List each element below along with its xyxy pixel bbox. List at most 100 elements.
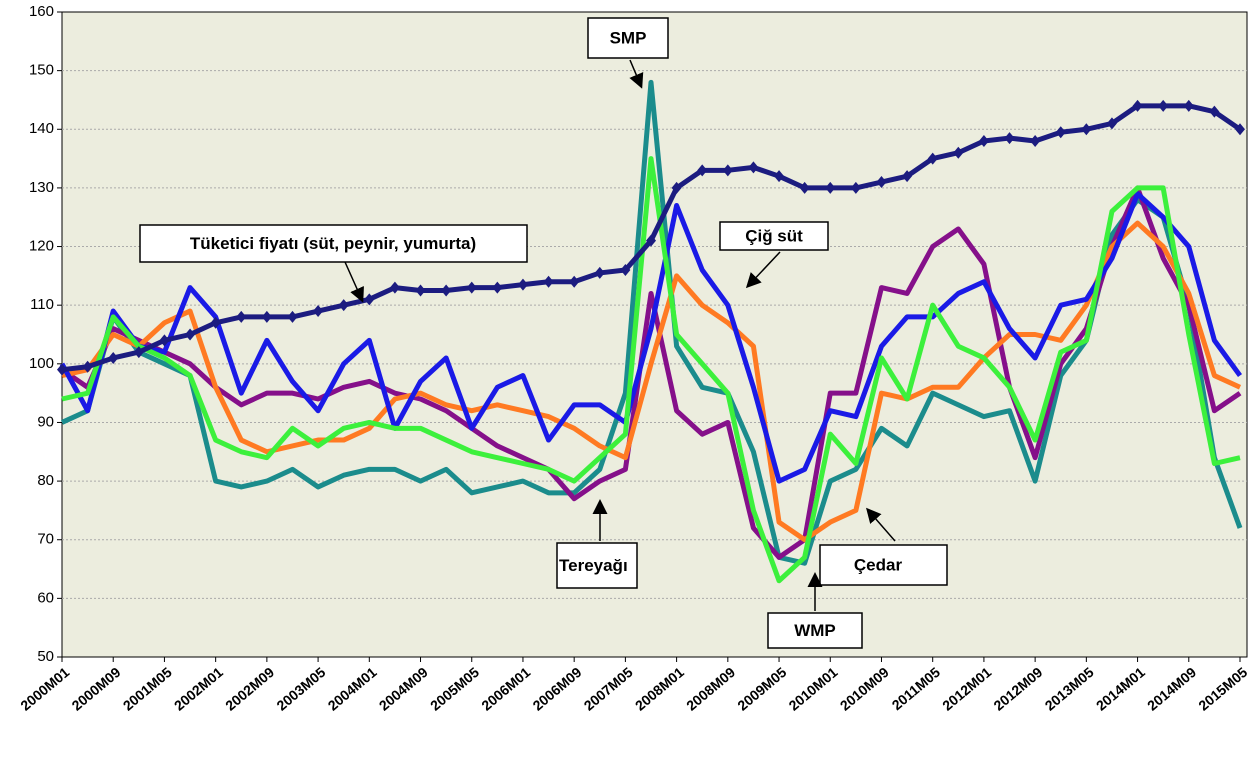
x-tick-label: 2000M01 (17, 664, 72, 714)
x-tick-label: 2001M05 (120, 664, 175, 714)
y-tick-label: 100 (29, 355, 54, 372)
marker (82, 360, 93, 373)
marker (57, 363, 67, 376)
marker (850, 181, 861, 194)
marker (287, 310, 298, 323)
x-tick-label: 2010M01 (786, 664, 841, 714)
marker (108, 351, 119, 364)
y-tick-label: 160 (29, 3, 54, 20)
marker (517, 278, 528, 291)
y-tick-label: 110 (30, 296, 54, 313)
y-tick-label: 80 (37, 472, 54, 489)
x-tick-label: 2007M05 (581, 664, 636, 714)
x-tick-label: 2008M09 (683, 664, 738, 714)
marker (825, 181, 836, 194)
marker (902, 170, 913, 183)
marker (697, 164, 708, 177)
x-tick-label: 2011M05 (889, 664, 944, 713)
annotation: SMP (610, 28, 647, 47)
y-tick-label: 60 (37, 589, 54, 606)
annotation-arrow (344, 261, 364, 303)
marker (978, 135, 989, 147)
marker (236, 310, 247, 323)
annotation-box (719, 221, 829, 251)
y-tick-label: 90 (37, 413, 54, 430)
marker (133, 346, 144, 359)
marker (261, 310, 272, 323)
annotation: WMP (794, 621, 836, 640)
marker (492, 281, 503, 294)
marker (774, 170, 785, 183)
y-tick-label: 140 (29, 120, 54, 137)
marker (722, 164, 733, 177)
marker (1183, 99, 1194, 112)
y-tick-label: 150 (29, 62, 54, 79)
marker (1235, 123, 1245, 136)
annotation: Tereyağı (559, 556, 628, 575)
y-tick-label: 50 (37, 648, 54, 665)
y-tick-label: 120 (29, 238, 54, 255)
annotation-arrow (745, 251, 781, 289)
marker (415, 284, 426, 297)
annotation-box (139, 224, 528, 263)
annotation-box (587, 17, 669, 59)
marker (543, 275, 554, 288)
x-tick-label: 2000M09 (69, 664, 124, 714)
marker (313, 305, 324, 318)
annotation-box (767, 612, 863, 649)
marker (389, 281, 400, 294)
x-tick-label: 2014M01 (1093, 664, 1148, 714)
marker (1004, 132, 1015, 145)
annotation: Çedar (854, 555, 903, 574)
x-tick-label: 2005M05 (427, 664, 482, 714)
series-line (61, 156, 1241, 584)
marker (569, 275, 580, 288)
marker (364, 293, 375, 306)
marker (953, 146, 964, 159)
marker (594, 266, 605, 279)
marker (159, 334, 170, 347)
x-tick-label: 2015M05 (1195, 664, 1250, 714)
marker (1158, 99, 1169, 112)
x-tick-label: 2014M09 (1144, 664, 1199, 714)
annotation-arrow (629, 59, 644, 89)
x-tick-label: 2012M09 (990, 664, 1045, 714)
annotation-box (556, 542, 638, 589)
marker (646, 234, 656, 247)
marker (671, 181, 682, 194)
x-tick-label: 2002M09 (222, 664, 277, 714)
marker (441, 284, 452, 297)
marker (1106, 117, 1117, 130)
marker (466, 281, 477, 294)
marker (185, 328, 196, 341)
marker (876, 176, 887, 189)
marker (799, 181, 810, 194)
marker (748, 161, 759, 174)
x-tick-label: 2013M05 (1042, 664, 1097, 714)
x-tick-label: 2009M05 (734, 664, 789, 714)
marker (1081, 123, 1092, 136)
y-tick-label: 70 (37, 531, 54, 548)
marker (1030, 135, 1041, 147)
series-line (60, 79, 1243, 566)
x-tick-label: 2010M09 (837, 664, 892, 714)
x-tick-label: 2002M01 (171, 664, 226, 714)
x-tick-label: 2004M01 (325, 664, 380, 714)
marker (927, 152, 938, 165)
annotation-arrow (866, 507, 896, 542)
annotation: Çiğ süt (745, 226, 803, 245)
annotation-box (819, 544, 948, 586)
annotation: Tüketici fiyatı (süt, peynir, yumurta) (190, 234, 476, 253)
series-line (60, 185, 1242, 560)
marker (1132, 99, 1143, 112)
marker (620, 264, 631, 276)
x-tick-label: 2006M01 (478, 664, 533, 714)
marker (1209, 105, 1220, 118)
x-tick-label: 2008M01 (632, 664, 687, 714)
marker (1055, 126, 1066, 139)
x-tick-label: 2004M09 (376, 664, 431, 714)
marker (210, 316, 221, 329)
marker (338, 299, 349, 312)
x-tick-label: 2012M01 (939, 664, 994, 714)
